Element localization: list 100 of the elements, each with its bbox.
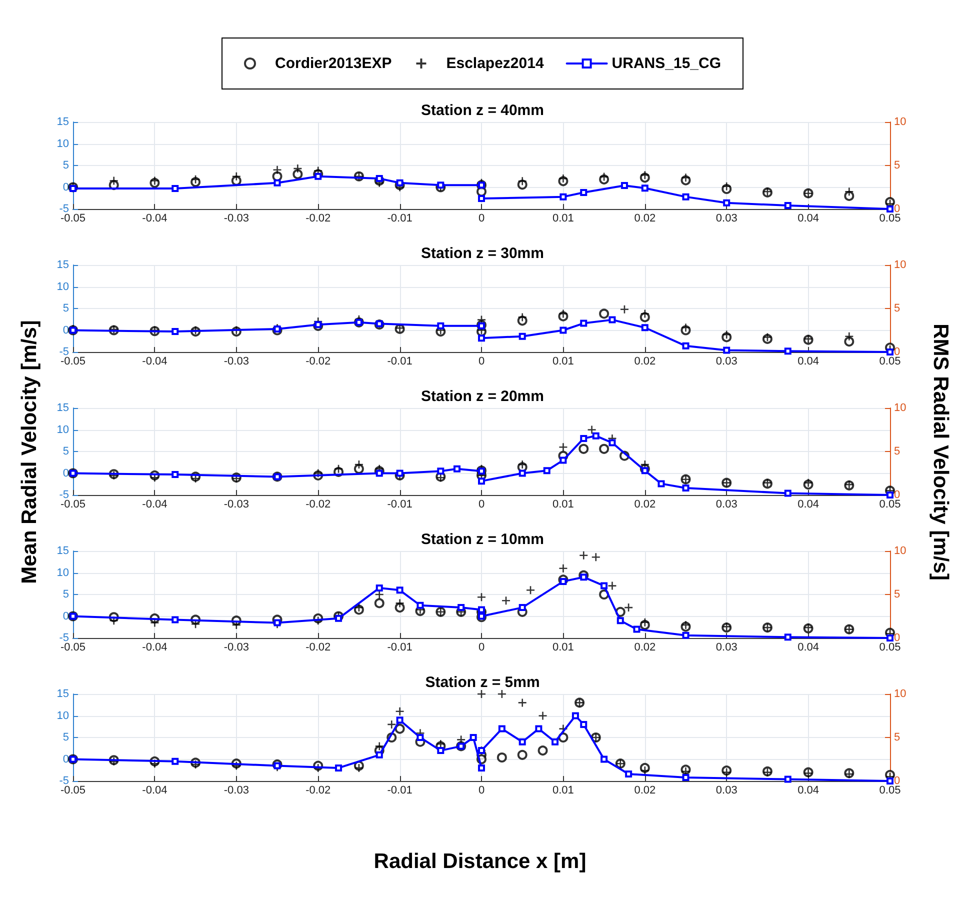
y-tick-label: 0	[62, 610, 69, 622]
x-tick-label: 0.01	[552, 498, 574, 510]
y-tick-label: 5	[62, 588, 69, 600]
chart-title: Station z = 10mm	[421, 531, 544, 548]
x-tick-label: -0.03	[224, 642, 249, 654]
x-tick-label: 0.03	[716, 212, 738, 224]
legend-label: Esclapez2014	[446, 55, 544, 72]
y-tick-label: -5	[59, 775, 69, 787]
y-tick-label: -5	[59, 346, 69, 358]
y-tick-label: 0	[62, 181, 69, 194]
x-tick-label: -0.04	[142, 356, 168, 368]
x-tick-label: -0.01	[387, 356, 412, 368]
x-tick-label: 0.05	[879, 498, 901, 510]
x-tick-label: -0.05	[60, 498, 86, 510]
x-tick-label: 0.02	[634, 212, 656, 224]
x-tick-label: 0	[478, 356, 485, 368]
y-tick-label: 10	[56, 566, 69, 579]
x-tick-label: -0.03	[224, 784, 249, 796]
y-tick-label: -5	[59, 632, 69, 644]
y2-tick-label: 0	[894, 346, 900, 358]
x-tick-label: 0.01	[552, 784, 574, 796]
x-tick-label: -0.05	[60, 784, 86, 796]
x-tick-label: 0.02	[634, 642, 656, 654]
y2-tick-label: 5	[894, 160, 900, 172]
y-tick-label: 0	[62, 467, 69, 480]
x-tick-label: -0.04	[142, 642, 168, 654]
x-tick-label: 0.05	[879, 212, 901, 224]
x-tick-label: -0.01	[387, 784, 412, 796]
x-tick-label: -0.03	[224, 356, 249, 368]
y-axis-title: Mean Radial Velocity [m/s]	[18, 320, 42, 584]
x-tick-label: -0.02	[306, 784, 331, 796]
y2-tick-label: 10	[894, 545, 906, 557]
y-tick-label: 10	[56, 138, 69, 150]
y2-tick-label: 10	[894, 688, 906, 700]
x-tick-label: 0.04	[798, 212, 820, 224]
y2-tick-label: 10	[894, 116, 906, 128]
y2-tick-label: 10	[894, 259, 906, 271]
y2-tick-label: 5	[894, 302, 900, 314]
chart-title: Station z = 20mm	[421, 388, 544, 405]
legend-label: URANS_15_CG	[612, 55, 722, 72]
x-tick-label: -0.03	[224, 498, 249, 510]
y-tick-label: 10	[56, 424, 69, 436]
y-tick-label: 5	[62, 160, 69, 172]
x-tick-label: 0	[478, 642, 485, 654]
x-tick-label: -0.02	[306, 498, 331, 510]
y-tick-label: 5	[62, 302, 69, 314]
chart-title: Station z = 30mm	[421, 245, 544, 262]
x-tick-label: -0.04	[142, 212, 168, 224]
x-tick-label: -0.02	[306, 356, 331, 368]
x-tick-label: 0.04	[798, 498, 820, 510]
y2-tick-label: 10	[894, 402, 906, 414]
x-tick-label: 0	[478, 498, 485, 510]
x-tick-label: 0.02	[634, 784, 656, 796]
x-tick-label: 0	[478, 212, 485, 224]
y2-tick-label: 5	[894, 446, 900, 458]
x-tick-label: -0.04	[142, 784, 168, 796]
y-tick-label: 15	[56, 545, 69, 557]
x-tick-label: -0.04	[142, 498, 168, 510]
x-tick-label: 0.04	[798, 642, 820, 654]
x-tick-label: -0.05	[60, 212, 86, 224]
x-tick-label: -0.01	[387, 212, 412, 224]
x-tick-label: 0.05	[879, 784, 901, 796]
x-tick-label: 0	[478, 784, 485, 796]
y-tick-label: 15	[56, 259, 69, 271]
x-tick-label: 0.02	[634, 356, 656, 368]
x-tick-label: 0.03	[716, 784, 738, 796]
x-tick-label: -0.03	[224, 212, 249, 224]
y-tick-label: -5	[59, 489, 69, 501]
y-tick-label: 10	[56, 280, 69, 293]
y-tick-label: 10	[56, 710, 69, 722]
x-axis-title: Radial Distance x [m]	[374, 850, 586, 874]
y-tick-label: 15	[56, 402, 69, 414]
x-tick-label: 0.02	[634, 498, 656, 510]
y2-tick-label: 0	[894, 632, 900, 644]
y-tick-label: 15	[56, 688, 69, 700]
chart-title: Station z = 40mm	[421, 102, 544, 119]
x-tick-label: -0.01	[387, 642, 412, 654]
y-tick-label: 15	[56, 116, 69, 128]
y-tick-label: 0	[62, 753, 69, 766]
y2-tick-label: 5	[894, 732, 900, 744]
x-tick-label: 0.03	[716, 642, 738, 654]
y-tick-label: -5	[59, 203, 69, 215]
legend-label: Cordier2013EXP	[275, 55, 392, 72]
y-tick-label: 0	[62, 324, 69, 336]
y2-tick-label: 0	[894, 775, 900, 787]
x-tick-label: 0.01	[552, 212, 574, 224]
x-tick-label: -0.02	[306, 212, 331, 224]
chart-title: Station z = 5mm	[425, 674, 540, 691]
x-tick-label: 0.04	[798, 784, 820, 796]
x-tick-label: -0.01	[387, 498, 412, 510]
y2-axis-title: RMS Radial Velocity [m/s]	[928, 324, 952, 580]
x-tick-label: 0.05	[879, 356, 901, 368]
x-tick-label: 0.05	[879, 642, 901, 654]
x-tick-label: 0.01	[552, 356, 574, 368]
y-tick-label: 5	[62, 732, 69, 744]
x-tick-label: 0.03	[716, 498, 738, 510]
x-tick-label: 0.03	[716, 356, 738, 368]
y2-tick-label: 5	[894, 588, 900, 600]
y-tick-label: 5	[62, 446, 69, 458]
x-tick-label: 0.04	[798, 356, 820, 368]
